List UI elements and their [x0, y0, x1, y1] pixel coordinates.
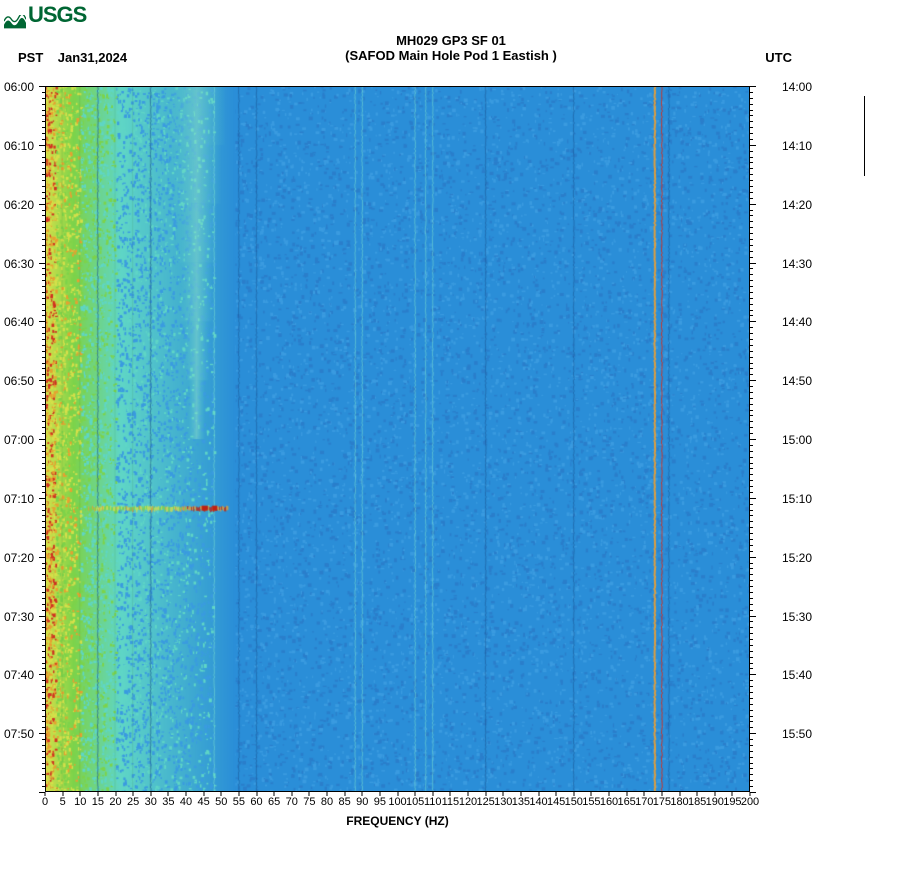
xtick: 150: [565, 796, 583, 808]
xtick: 15: [92, 796, 104, 808]
xtick: 85: [339, 796, 351, 808]
xtick: 20: [109, 796, 121, 808]
xtick: 180: [670, 796, 688, 808]
xtick: 190: [706, 796, 724, 808]
ytick-right: 14:30: [782, 257, 812, 271]
xtick: 80: [321, 796, 333, 808]
xtick: 55: [233, 796, 245, 808]
ytick-right: 14:40: [782, 315, 812, 329]
ytick-left: 07:50: [4, 727, 34, 741]
ytick-left: 07:20: [4, 551, 34, 565]
xtick: 0: [42, 796, 48, 808]
xtick: 135: [512, 796, 530, 808]
ytick-left: 06:20: [4, 198, 34, 212]
ytick-right: 15:20: [782, 551, 812, 565]
ytick-right: 14:00: [782, 80, 812, 94]
xtick: 30: [145, 796, 157, 808]
chart-title-1: MH029 GP3 SF 01: [0, 33, 902, 48]
xtick: 45: [198, 796, 210, 808]
ytick-right: 15:10: [782, 492, 812, 506]
xtick: 160: [600, 796, 618, 808]
x-axis-label: FREQUENCY (HZ): [45, 814, 750, 828]
usgs-wave-icon: [4, 9, 26, 23]
xtick: 115: [442, 796, 460, 808]
xtick: 75: [303, 796, 315, 808]
ytick-left: 06:40: [4, 315, 34, 329]
xtick: 100: [388, 796, 406, 808]
xtick: 90: [356, 796, 368, 808]
xtick: 65: [268, 796, 280, 808]
ytick-left: 07:00: [4, 433, 34, 447]
xtick: 155: [582, 796, 600, 808]
pst-date-label: PST Jan31,2024: [18, 50, 127, 65]
logo-text: USGS: [28, 2, 86, 27]
ytick-left: 07:40: [4, 668, 34, 682]
xtick: 195: [723, 796, 741, 808]
xtick: 95: [374, 796, 386, 808]
ytick-left: 07:10: [4, 492, 34, 506]
tickmarks-right: [750, 86, 758, 792]
xtick: 200: [741, 796, 759, 808]
ytick-left: 06:30: [4, 257, 34, 271]
xtick: 70: [286, 796, 298, 808]
tickmarks-left: [45, 86, 53, 792]
ytick-right: 14:20: [782, 198, 812, 212]
ytick-left: 06:10: [4, 139, 34, 153]
utc-tz-label: UTC: [765, 50, 792, 65]
ytick-left: 06:50: [4, 374, 34, 388]
ytick-right: 15:40: [782, 668, 812, 682]
ytick-right: 15:30: [782, 610, 812, 624]
xtick: 185: [688, 796, 706, 808]
xtick: 130: [494, 796, 512, 808]
ytick-right: 15:50: [782, 727, 812, 741]
xtick: 145: [547, 796, 565, 808]
xtick: 35: [162, 796, 174, 808]
date-label: Jan31,2024: [58, 50, 127, 65]
sidebar-line: [864, 96, 865, 176]
spectrogram-canvas: [45, 86, 750, 792]
xtick: 40: [180, 796, 192, 808]
xtick: 105: [406, 796, 424, 808]
xtick: 120: [459, 796, 477, 808]
ytick-right: 14:50: [782, 374, 812, 388]
spectrogram-plot: [45, 86, 750, 792]
xtick: 125: [476, 796, 494, 808]
y-axis-right-ticks: 14:0014:1014:2014:3014:4014:5015:0015:10…: [757, 86, 812, 792]
xtick: 60: [250, 796, 262, 808]
xtick: 110: [424, 796, 442, 808]
xtick: 50: [215, 796, 227, 808]
usgs-logo: USGS: [4, 2, 86, 28]
xtick: 10: [74, 796, 86, 808]
xtick: 5: [60, 796, 66, 808]
xtick: 140: [529, 796, 547, 808]
ytick-right: 14:10: [782, 139, 812, 153]
ytick-left: 07:30: [4, 610, 34, 624]
pst-tz-label: PST: [18, 50, 43, 65]
xtick: 165: [617, 796, 635, 808]
xtick: 175: [653, 796, 671, 808]
xtick: 25: [127, 796, 139, 808]
ytick-left: 06:00: [4, 80, 34, 94]
xtick: 170: [635, 796, 653, 808]
ytick-right: 15:00: [782, 433, 812, 447]
